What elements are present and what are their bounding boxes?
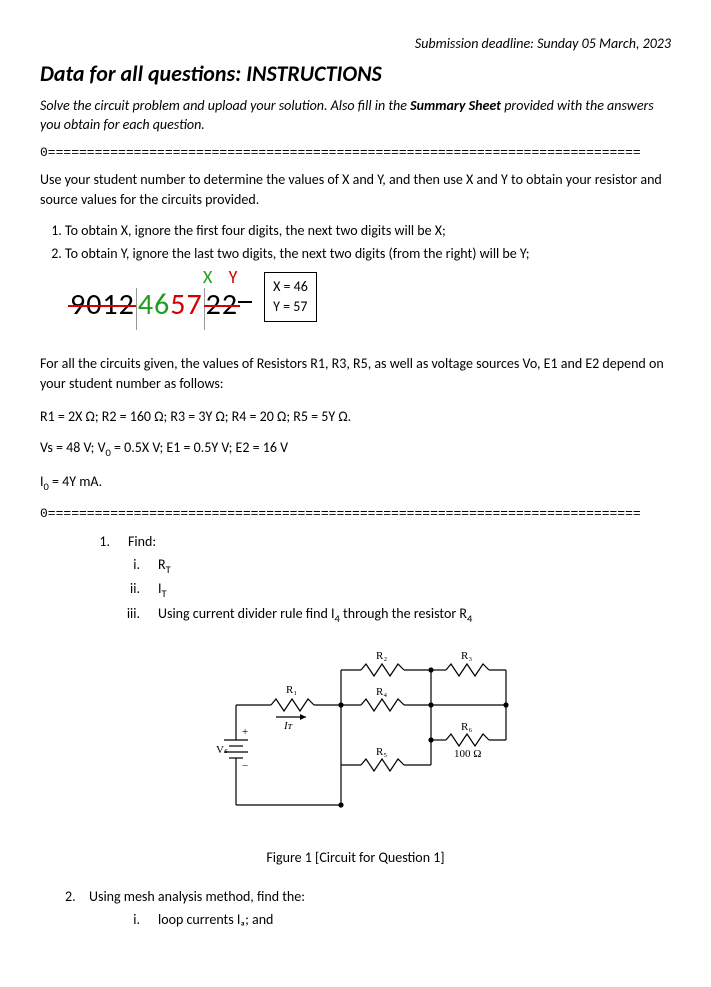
connector-line-icon bbox=[238, 301, 252, 303]
separator-top: 0=======================================… bbox=[40, 145, 671, 160]
y-header-label: Y bbox=[229, 266, 238, 288]
document-page: Submission deadline: Sunday 05 March, 20… bbox=[0, 0, 711, 961]
svg-text:−: − bbox=[242, 760, 248, 772]
y-digits: 57 bbox=[170, 286, 202, 323]
circuit-diagram-icon: Vₛ + − R₁ Iᴛ R₂ bbox=[176, 645, 536, 835]
x-equals: X = 46 bbox=[273, 278, 308, 295]
circuit-figure: Vₛ + − R₁ Iᴛ R₂ bbox=[40, 645, 671, 835]
q1-i-text: RT bbox=[158, 554, 171, 579]
xy-rules-list: To obtain X, ignore the first four digit… bbox=[65, 220, 671, 264]
q1-number: 1. bbox=[65, 531, 128, 553]
question-1: 1. Find: i. RT ii. IT iii. Using current… bbox=[65, 531, 671, 627]
vs-label: Vₛ bbox=[216, 744, 228, 756]
student-number-example: X Y 9012 4657 22 X = 46 Y = 57 bbox=[70, 282, 671, 331]
divider-icon bbox=[204, 288, 205, 330]
formula-resistors: R1 = 2X Ω; R2 = 160 Ω; R3 = 3Y Ω; R4 = 2… bbox=[40, 406, 671, 427]
q2-i-label: i. bbox=[95, 909, 158, 931]
intro-text-bold: Summary Sheet bbox=[410, 97, 501, 114]
svg-text:+: + bbox=[242, 726, 248, 738]
q1-iii-text: Using current divider rule find I4 throu… bbox=[158, 603, 472, 628]
q1-ii-label: ii. bbox=[95, 578, 158, 603]
strike-line-icon bbox=[68, 305, 137, 307]
q1-find: Find: bbox=[128, 531, 156, 553]
r2-label: R₂ bbox=[376, 650, 387, 662]
q2-i-text: loop currents Iₐ; and bbox=[158, 909, 273, 931]
separator-bottom: 0=======================================… bbox=[40, 506, 671, 521]
digits-ignored-right: 22 bbox=[206, 286, 238, 323]
q1-i-label: i. bbox=[95, 554, 158, 579]
rule-item-x: To obtain X, ignore the first four digit… bbox=[65, 220, 671, 241]
r6-label: R₆ bbox=[461, 721, 472, 733]
r5-label: R₅ bbox=[376, 746, 387, 758]
digits-ignored-left: 9012 bbox=[70, 286, 135, 323]
r4-label: R₄ bbox=[376, 686, 387, 698]
x-digits: 46 bbox=[138, 286, 170, 323]
q2-number: 2. bbox=[65, 886, 89, 908]
formulas-block: R1 = 2X Ω; R2 = 160 Ω; R3 = 3Y Ω; R4 = 2… bbox=[40, 406, 671, 494]
intro-text-pre: Solve the circuit problem and upload you… bbox=[40, 97, 410, 114]
intro-paragraph: Solve the circuit problem and upload you… bbox=[40, 97, 671, 135]
it-label: Iᴛ bbox=[283, 720, 293, 732]
r6-value: 100 Ω bbox=[454, 748, 481, 760]
xy-result-box: X = 46 Y = 57 bbox=[264, 272, 317, 321]
figure-caption: Figure 1 [Circuit for Question 1] bbox=[40, 849, 671, 866]
formula-voltages: Vs = 48 V; V0 = 0.5X V; E1 = 0.5Y V; E2 … bbox=[40, 437, 671, 461]
rule-item-y: To obtain Y, ignore the last two digits,… bbox=[65, 243, 671, 264]
for-all-circuits-text: For all the circuits given, the values o… bbox=[40, 354, 671, 395]
use-student-text: Use your student number to determine the… bbox=[40, 170, 671, 211]
y-equals: Y = 57 bbox=[273, 298, 307, 315]
submission-deadline: Submission deadline: Sunday 05 March, 20… bbox=[40, 35, 671, 52]
question-2: 2. Using mesh analysis method, find the:… bbox=[65, 886, 671, 931]
q1-iii-label: iii. bbox=[95, 603, 158, 628]
strike-line-icon bbox=[204, 305, 240, 307]
x-header-label: X bbox=[203, 266, 212, 288]
q1-ii-text: IT bbox=[158, 578, 167, 603]
page-title: Data for all questions: INSTRUCTIONS bbox=[40, 60, 671, 87]
divider-icon bbox=[136, 288, 137, 330]
q2-text: Using mesh analysis method, find the: bbox=[89, 886, 305, 908]
formula-current: I0 = 4Y mA. bbox=[40, 471, 671, 495]
r1-label: R₁ bbox=[286, 684, 297, 696]
r3-label: R₃ bbox=[461, 650, 472, 662]
student-number-digits: X Y 9012 4657 22 bbox=[70, 286, 238, 328]
